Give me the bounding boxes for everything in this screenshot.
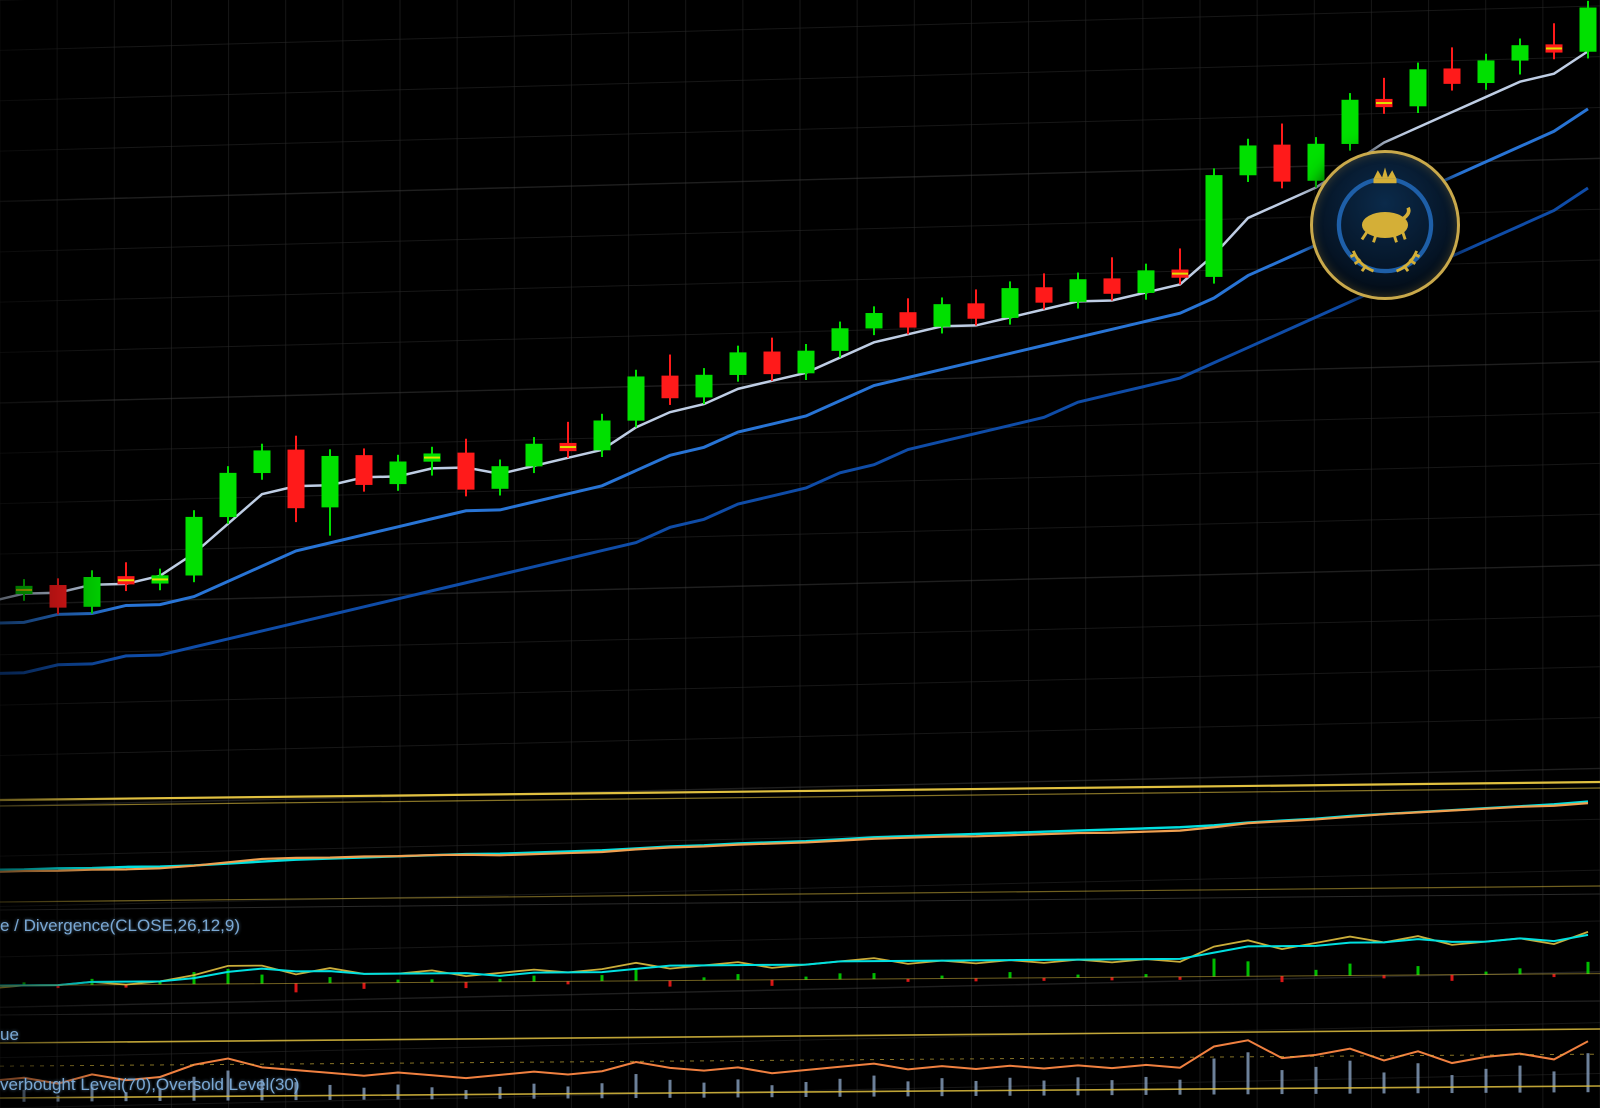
rsi-levels-label: verbought Level(70),Oversold Level(30) bbox=[0, 1075, 300, 1095]
brand-logo-badge bbox=[1310, 150, 1460, 300]
volume-indicator-label: ue bbox=[0, 1025, 19, 1045]
bull-crown-icon bbox=[1313, 153, 1457, 297]
macd-indicator-label: e / Divergence(CLOSE,26,12,9) bbox=[0, 916, 240, 936]
